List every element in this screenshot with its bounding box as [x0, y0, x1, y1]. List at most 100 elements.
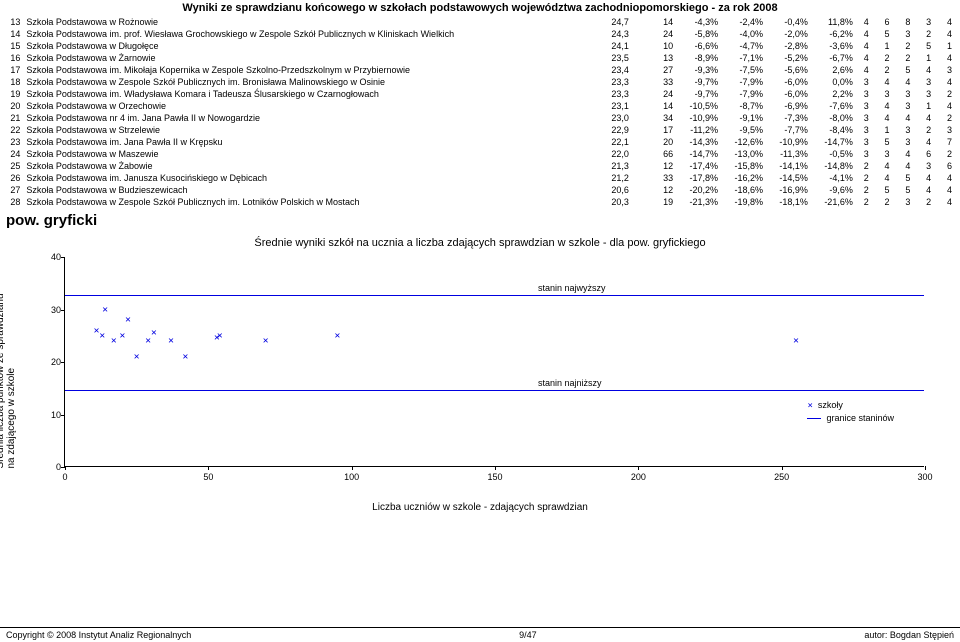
cell: 2: [939, 112, 960, 124]
stanin_low-line: [65, 390, 924, 391]
table-row: 25Szkoła Podstawowa w Żabowie21,312-17,4…: [0, 160, 960, 172]
cell: 2: [877, 52, 898, 64]
cell: -9,3%: [676, 64, 721, 76]
cell: 4: [856, 28, 877, 40]
cell: 3: [877, 148, 898, 160]
cell: 20,6: [588, 184, 632, 196]
cell: 14: [632, 100, 676, 112]
cell: 4: [877, 112, 898, 124]
cell: -14,3%: [676, 136, 721, 148]
cell: Szkoła Podstawowa w Zespole Szkół Public…: [23, 76, 587, 88]
cell: -10,9%: [676, 112, 721, 124]
cell: -7,5%: [721, 64, 766, 76]
table-row: 21Szkoła Podstawowa nr 4 im. Jana Pawła …: [0, 112, 960, 124]
data-point: ×: [263, 336, 269, 347]
cell: -9,7%: [676, 76, 721, 88]
y-axis-label: Średnia liczba punktów ze sprawdzianuna …: [0, 293, 17, 468]
cell: -6,2%: [811, 28, 856, 40]
cell: 27: [632, 64, 676, 76]
data-point: ×: [119, 330, 125, 341]
cell: 13: [632, 52, 676, 64]
cell: 4: [877, 76, 898, 88]
cell: 17: [0, 64, 23, 76]
cell: 14: [0, 28, 23, 40]
stanin_high-label: stanin najwyższy: [538, 283, 606, 293]
cell: 6: [918, 148, 939, 160]
footer-center: 9/47: [519, 630, 537, 640]
data-point: ×: [182, 351, 188, 362]
cell: -12,6%: [721, 136, 766, 148]
cell: -7,9%: [721, 76, 766, 88]
cell: 4: [939, 76, 960, 88]
cell: 24,3: [588, 28, 632, 40]
cell: 3: [856, 136, 877, 148]
y-tick: 0: [37, 462, 61, 472]
cell: 2,6%: [811, 64, 856, 76]
footer-right: autor: Bogdan Stępień: [864, 630, 954, 640]
cell: -14,1%: [766, 160, 811, 172]
cell: 34: [632, 112, 676, 124]
cell: 5: [877, 28, 898, 40]
cell: 3: [856, 148, 877, 160]
data-point: ×: [99, 330, 105, 341]
cell: 3: [897, 196, 918, 208]
data-point: ×: [111, 336, 117, 347]
cell: 23,1: [588, 100, 632, 112]
cell: 26: [0, 172, 23, 184]
table-row: 20Szkoła Podstawowa w Orzechowie23,114-1…: [0, 100, 960, 112]
cell: 4: [856, 52, 877, 64]
data-point: ×: [793, 336, 799, 347]
cell: 2: [918, 196, 939, 208]
cell: -6,0%: [766, 88, 811, 100]
cell: 24,1: [588, 40, 632, 52]
cell: -10,9%: [766, 136, 811, 148]
cell: -2,0%: [766, 28, 811, 40]
cell: 1: [918, 52, 939, 64]
stanin_low-label: stanin najniższy: [538, 378, 602, 388]
cell: 3: [939, 64, 960, 76]
cell: 4: [918, 184, 939, 196]
cell: Szkoła Podstawowa im. prof. Wiesława Gro…: [23, 28, 587, 40]
cell: 4: [939, 196, 960, 208]
cell: 3: [918, 76, 939, 88]
cell: -6,9%: [766, 100, 811, 112]
cell: -9,1%: [721, 112, 766, 124]
cell: 6: [939, 160, 960, 172]
table-row: 16Szkoła Podstawowa w Żarnowie23,513-8,9…: [0, 52, 960, 64]
cell: 33: [632, 172, 676, 184]
cell: 3: [918, 88, 939, 100]
cell: -0,5%: [811, 148, 856, 160]
cell: 4: [856, 64, 877, 76]
cell: 3: [897, 28, 918, 40]
cell: -18,1%: [766, 196, 811, 208]
cell: 1: [918, 100, 939, 112]
cell: 2,2%: [811, 88, 856, 100]
data-point: ×: [334, 330, 340, 341]
cell: -14,5%: [766, 172, 811, 184]
cell: 1: [877, 124, 898, 136]
cell: 3: [856, 112, 877, 124]
cell: 20: [632, 136, 676, 148]
table-row: 22Szkoła Podstawowa w Strzelewie22,917-1…: [0, 124, 960, 136]
cell: -4,7%: [721, 40, 766, 52]
cell: 4: [918, 172, 939, 184]
cell: 3: [897, 100, 918, 112]
cell: 22,9: [588, 124, 632, 136]
cell: 4: [856, 40, 877, 52]
cell: 7: [939, 136, 960, 148]
cell: 21,2: [588, 172, 632, 184]
cell: Szkoła Podstawowa w Budzieszewicach: [23, 184, 587, 196]
plot-area: 010203040050100150200250300stanin najwyż…: [64, 257, 924, 467]
cell: 4: [939, 16, 960, 28]
data-point: ×: [151, 328, 157, 339]
cell: -21,3%: [676, 196, 721, 208]
table-row: 27Szkoła Podstawowa w Budzieszewicach20,…: [0, 184, 960, 196]
cell: -10,5%: [676, 100, 721, 112]
x-axis-label: Liczba uczniów w szkole - zdających spra…: [372, 502, 588, 513]
cell: 3: [918, 16, 939, 28]
section-heading: pow. gryficki: [0, 208, 960, 231]
cell: 5: [897, 64, 918, 76]
cell: -13,0%: [721, 148, 766, 160]
cell: -14,8%: [811, 160, 856, 172]
data-point: ×: [125, 315, 131, 326]
